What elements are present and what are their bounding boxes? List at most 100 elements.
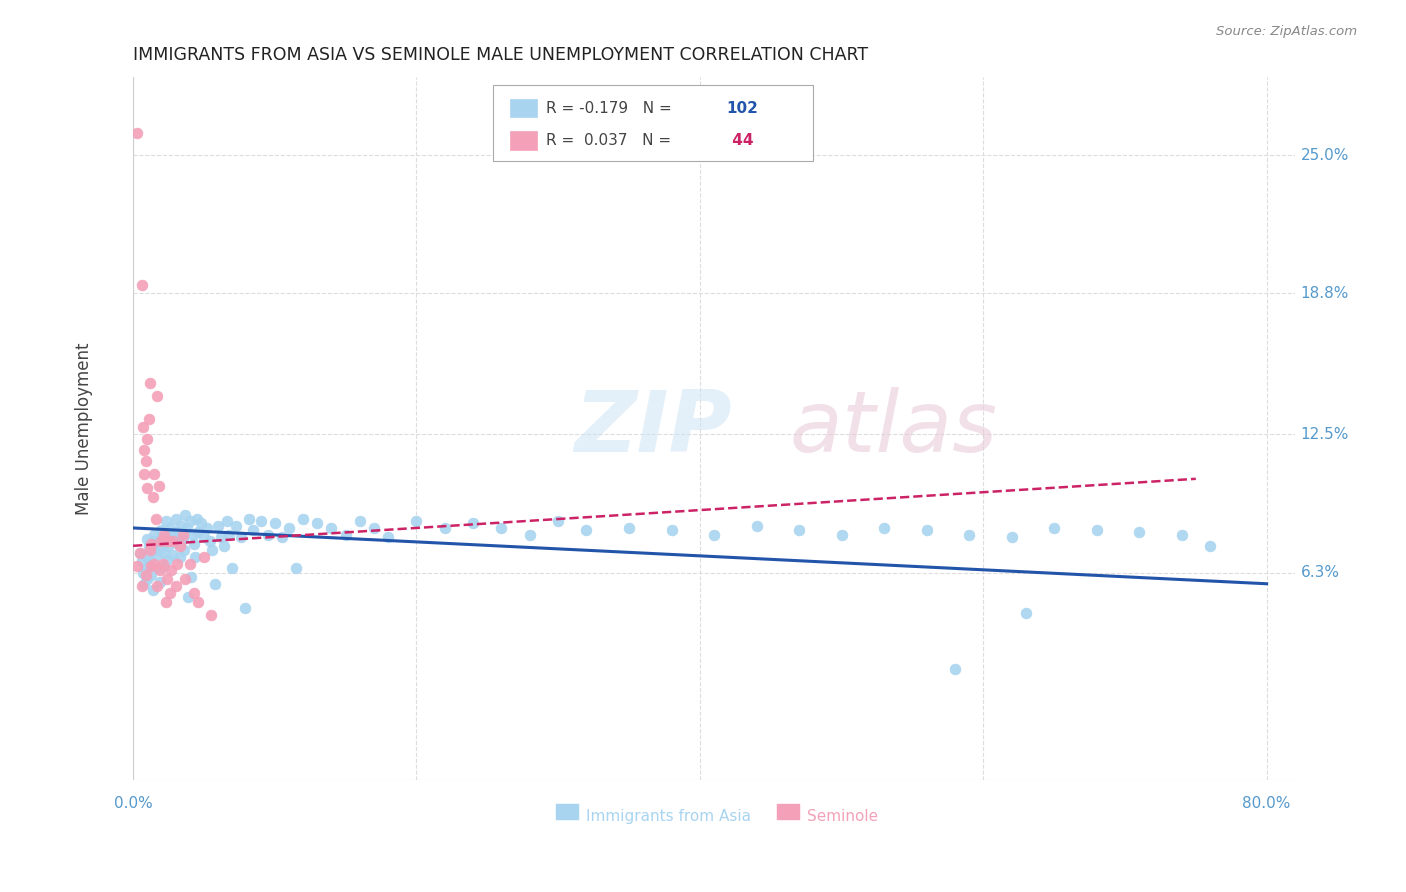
Point <box>183 536 205 550</box>
Point <box>143 527 166 541</box>
Point <box>135 567 157 582</box>
Point <box>138 539 160 553</box>
Text: atlas: atlas <box>790 387 997 470</box>
Point <box>1199 539 1222 553</box>
Point <box>131 579 153 593</box>
Point <box>153 545 176 559</box>
Point <box>491 521 513 535</box>
Point <box>201 543 224 558</box>
Point <box>138 411 160 425</box>
Point <box>146 389 169 403</box>
Point <box>1043 521 1066 535</box>
Point <box>131 554 153 568</box>
Text: Male Unemployment: Male Unemployment <box>76 343 93 515</box>
Point <box>1085 523 1108 537</box>
Point <box>204 576 226 591</box>
Point <box>153 558 176 573</box>
Point <box>157 552 180 566</box>
Point <box>139 543 162 558</box>
Point <box>135 561 157 575</box>
Text: 12.5%: 12.5% <box>1301 426 1350 442</box>
Text: 44: 44 <box>727 133 754 148</box>
Point <box>787 523 810 537</box>
Point <box>957 527 980 541</box>
Text: R =  0.037   N =: R = 0.037 N = <box>546 133 675 148</box>
FancyBboxPatch shape <box>494 86 813 161</box>
Point <box>195 521 218 535</box>
Point <box>145 534 167 549</box>
Point <box>207 518 229 533</box>
Point <box>172 532 194 546</box>
Point <box>134 576 156 591</box>
Point <box>703 527 725 541</box>
Point <box>166 557 188 571</box>
Point <box>132 420 155 434</box>
Point <box>169 549 191 564</box>
Point <box>433 521 456 535</box>
Point <box>149 574 172 589</box>
Point <box>335 527 357 541</box>
Point <box>292 512 315 526</box>
Point <box>184 549 207 564</box>
Point <box>148 561 170 575</box>
Point <box>159 585 181 599</box>
Point <box>179 514 201 528</box>
Point <box>242 523 264 537</box>
Point <box>157 534 180 549</box>
Text: R = -0.179   N =: R = -0.179 N = <box>546 101 676 116</box>
Point <box>142 490 165 504</box>
Point <box>141 536 163 550</box>
Point <box>215 514 238 528</box>
Point <box>134 467 156 482</box>
Point <box>1128 525 1150 540</box>
Point <box>363 521 385 535</box>
Point <box>135 454 157 468</box>
Point <box>160 563 183 577</box>
Point <box>155 514 177 528</box>
Point <box>129 545 152 559</box>
Point <box>162 548 184 562</box>
Point <box>136 572 159 586</box>
Point <box>132 566 155 580</box>
Point <box>249 514 271 528</box>
Point <box>152 557 174 571</box>
Point <box>212 539 235 553</box>
Point <box>256 527 278 541</box>
Point <box>155 594 177 608</box>
Point <box>176 521 198 535</box>
Point <box>150 541 173 555</box>
Point <box>831 527 853 541</box>
Point <box>277 521 299 535</box>
Point <box>143 543 166 558</box>
Point <box>160 534 183 549</box>
Point <box>149 563 172 577</box>
Point <box>166 525 188 540</box>
Point <box>136 432 159 446</box>
Point <box>173 543 195 558</box>
Point <box>547 514 569 528</box>
Point <box>307 516 329 531</box>
Point <box>270 530 292 544</box>
Text: Seminole: Seminole <box>807 809 879 824</box>
Point <box>129 545 152 559</box>
Point <box>186 512 208 526</box>
Point <box>519 527 541 541</box>
Point <box>134 442 156 457</box>
Point <box>661 523 683 537</box>
Point <box>146 579 169 593</box>
Point <box>145 512 167 526</box>
Point <box>1170 527 1192 541</box>
Point <box>131 277 153 292</box>
Point <box>167 536 190 550</box>
Point <box>174 572 197 586</box>
Point <box>263 516 285 531</box>
Point <box>143 467 166 482</box>
Point <box>141 558 163 573</box>
Point <box>156 572 179 586</box>
Point <box>187 594 209 608</box>
Point <box>349 514 371 528</box>
Text: 0.0%: 0.0% <box>114 796 152 811</box>
Point <box>159 521 181 535</box>
FancyBboxPatch shape <box>776 805 800 820</box>
Point <box>174 508 197 522</box>
